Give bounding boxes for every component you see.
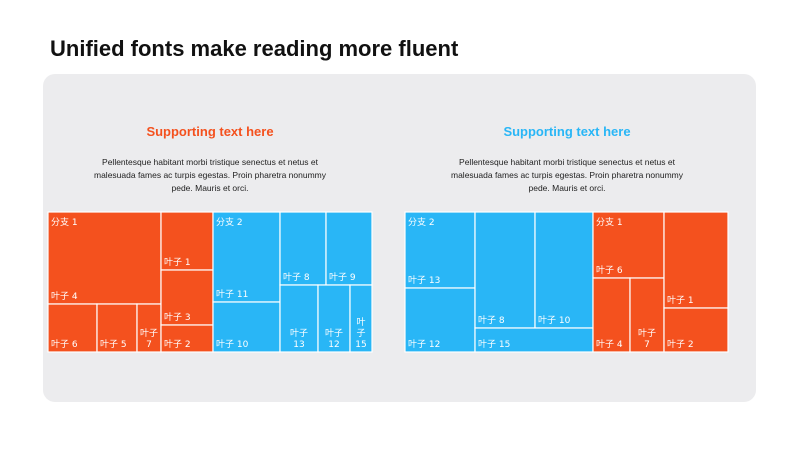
- treemap-leaf-rect: [317, 284, 351, 353]
- treemap-leaf-2: 叶子 2: [663, 307, 729, 353]
- treemap-leaf-4: 叶子 4: [592, 277, 631, 353]
- treemap-leaf-12: 叶子 12: [404, 287, 476, 353]
- treemap-branch-label: 分支 2: [408, 216, 435, 228]
- treemap-leaf-7: 叶子7: [629, 277, 665, 353]
- treemap-leaf-rect: [96, 303, 138, 353]
- treemap-leaf-8: 叶子 8: [474, 211, 536, 329]
- treemap-leaf-label: 叶子 15: [478, 339, 510, 350]
- treemap-leaf-rect: [47, 211, 162, 305]
- treemap-leaf-label: 叶: [356, 317, 365, 328]
- treemap-leaf-rect: [534, 211, 594, 329]
- treemap-leaf-8: 叶子 8: [279, 211, 327, 286]
- treemap-leaf-rect: [663, 307, 729, 353]
- treemap-leaf-rect: [349, 284, 373, 353]
- treemap-leaf-label: 叶子 2: [164, 339, 191, 350]
- treemap-leaf-3: 叶子 3: [160, 269, 214, 326]
- treemap-leaf-label: 叶子: [325, 328, 343, 339]
- treemap-leaf-rect: [160, 324, 214, 353]
- treemap-leaf-7: 叶子7: [136, 303, 162, 353]
- treemap-leaf-label: 叶子 8: [283, 272, 310, 283]
- treemap-leaf-label-number: 7: [644, 340, 650, 350]
- treemap-leaf-rect: [592, 211, 665, 279]
- treemap-leaf-label: 叶子 6: [51, 339, 78, 350]
- treemap-leaf-6: 叶子 6: [47, 303, 98, 353]
- right-supporting-title: Supporting text here: [503, 124, 631, 139]
- treemap-leaf-13: 叶子 13: [404, 211, 476, 289]
- treemap-leaf-label: 叶子: [290, 328, 308, 339]
- treemap-leaf-label-number: 15: [355, 340, 366, 350]
- left-supporting-title: Supporting text here: [146, 124, 274, 139]
- treemap-leaf-label: 叶子 12: [408, 339, 440, 350]
- treemap-leaf-5: 叶子 5: [96, 303, 138, 353]
- treemap-leaf-rect: [404, 287, 476, 353]
- treemap-leaf-label: 子: [356, 328, 365, 339]
- treemap-leaf-15: 叶子 15: [474, 327, 594, 353]
- treemap-leaf-rect: [592, 277, 631, 353]
- right-supporting-description: Pellentesque habitant morbi tristique se…: [451, 157, 683, 193]
- treemap-leaf-label: 叶子 3: [164, 312, 191, 323]
- treemap-leaf-9: 叶子 9: [325, 211, 373, 286]
- treemap-leaf-label: 叶子: [638, 328, 656, 339]
- treemap-leaf-1: 叶子 1: [160, 211, 214, 271]
- treemap-leaf-6: 叶子 6: [592, 211, 665, 279]
- treemap-leaf-label: 叶子 5: [100, 339, 127, 350]
- treemap-leaf-10: 叶子 10: [534, 211, 594, 329]
- treemap-leaf-label: 叶子 4: [51, 291, 78, 302]
- left-supporting-description: Pellentesque habitant morbi tristique se…: [94, 157, 326, 193]
- page-title: Unified fonts make reading more fluent: [50, 36, 459, 61]
- treemap-leaf-label: 叶子 1: [667, 295, 694, 306]
- treemap-leaf-4: 叶子 4: [47, 211, 162, 305]
- treemap-leaf-label: 叶子 8: [478, 315, 505, 326]
- treemap-leaf-label: 叶子 6: [596, 265, 623, 276]
- treemap-leaf-label: 叶子 1: [164, 257, 191, 268]
- treemap-leaf-label-number: 7: [146, 340, 152, 350]
- treemap-leaf-label: 叶子 2: [667, 339, 694, 350]
- treemap-leaf-10: 叶子 10: [212, 301, 281, 353]
- treemap-leaf-label: 叶子 4: [596, 339, 623, 350]
- treemap-leaf-rect: [212, 301, 281, 353]
- treemap-leaf-rect: [404, 211, 476, 289]
- treemap-leaf-2: 叶子 2: [160, 324, 214, 353]
- treemap-leaf-rect: [663, 211, 729, 309]
- treemap-branch-label: 分支 1: [51, 216, 78, 228]
- treemap-leaf-rect: [136, 303, 162, 353]
- treemap-leaf-rect: [160, 269, 214, 326]
- treemap-leaf-rect: [474, 211, 536, 329]
- treemap-leaf-label: 叶子 13: [408, 275, 440, 286]
- treemap-leaf-rect: [325, 211, 373, 286]
- treemap-leaf-label: 叶子: [140, 328, 158, 339]
- treemap-leaf-1: 叶子 1: [663, 211, 729, 309]
- treemap-leaf-rect: [279, 284, 319, 353]
- treemap-leaf-rect: [474, 327, 594, 353]
- treemap-leaf-label: 叶子 11: [216, 289, 248, 300]
- treemap-leaf-label: 叶子 10: [216, 339, 249, 350]
- treemap-leaf-label-number: 12: [328, 340, 339, 350]
- treemap-leaf-label: 叶子 9: [329, 272, 356, 283]
- treemap-leaf-label-number: 13: [293, 340, 304, 350]
- treemap-leaf-label: 叶子 10: [538, 315, 571, 326]
- treemap-branch-label: 分支 1: [596, 216, 623, 228]
- treemap-branch-label: 分支 2: [216, 216, 243, 228]
